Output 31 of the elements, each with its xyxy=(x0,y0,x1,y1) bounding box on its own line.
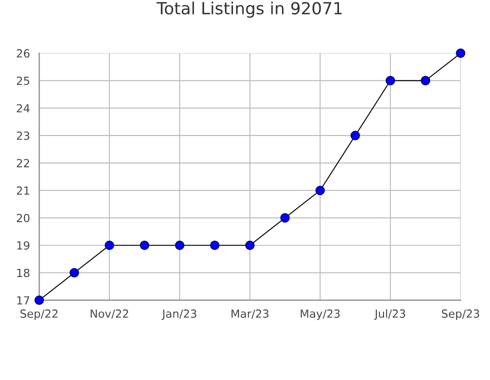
y-tick-label: 17 xyxy=(17,296,30,304)
x-tick-label: May/23 xyxy=(300,309,340,320)
point xyxy=(245,240,255,250)
y-tick-label: 26 xyxy=(16,49,30,58)
point xyxy=(386,76,396,86)
y-tick-label: 23 xyxy=(16,132,30,140)
y-tick-label: 20 xyxy=(16,214,30,222)
point xyxy=(140,240,150,250)
y-tick-label: 18 xyxy=(17,268,30,278)
point xyxy=(280,213,290,223)
x-tick-label: Sep/23 xyxy=(442,309,480,320)
point xyxy=(420,76,430,86)
y-tick-label: 24 xyxy=(16,104,30,112)
x-tick-label: Jul/23 xyxy=(374,309,406,320)
point xyxy=(104,240,114,250)
x-tick-label: Mar/23 xyxy=(232,309,268,319)
x-tick-label: Jan/23 xyxy=(162,309,196,320)
y-tick-label: 19 xyxy=(17,241,30,250)
y-tick-label: 22 xyxy=(16,158,30,168)
y-tick-label: 21 xyxy=(16,186,30,195)
point xyxy=(174,240,184,250)
point xyxy=(315,186,325,196)
x-tick-label: Sep/22 xyxy=(20,309,58,320)
point xyxy=(350,130,360,140)
point xyxy=(70,268,80,278)
point xyxy=(210,240,220,250)
x-tick-label: Nov/22 xyxy=(90,309,128,319)
point xyxy=(456,48,466,58)
point xyxy=(34,295,44,305)
chart-title: Total Listings in 92071 xyxy=(156,2,342,18)
y-tick-label: 25 xyxy=(16,76,30,86)
